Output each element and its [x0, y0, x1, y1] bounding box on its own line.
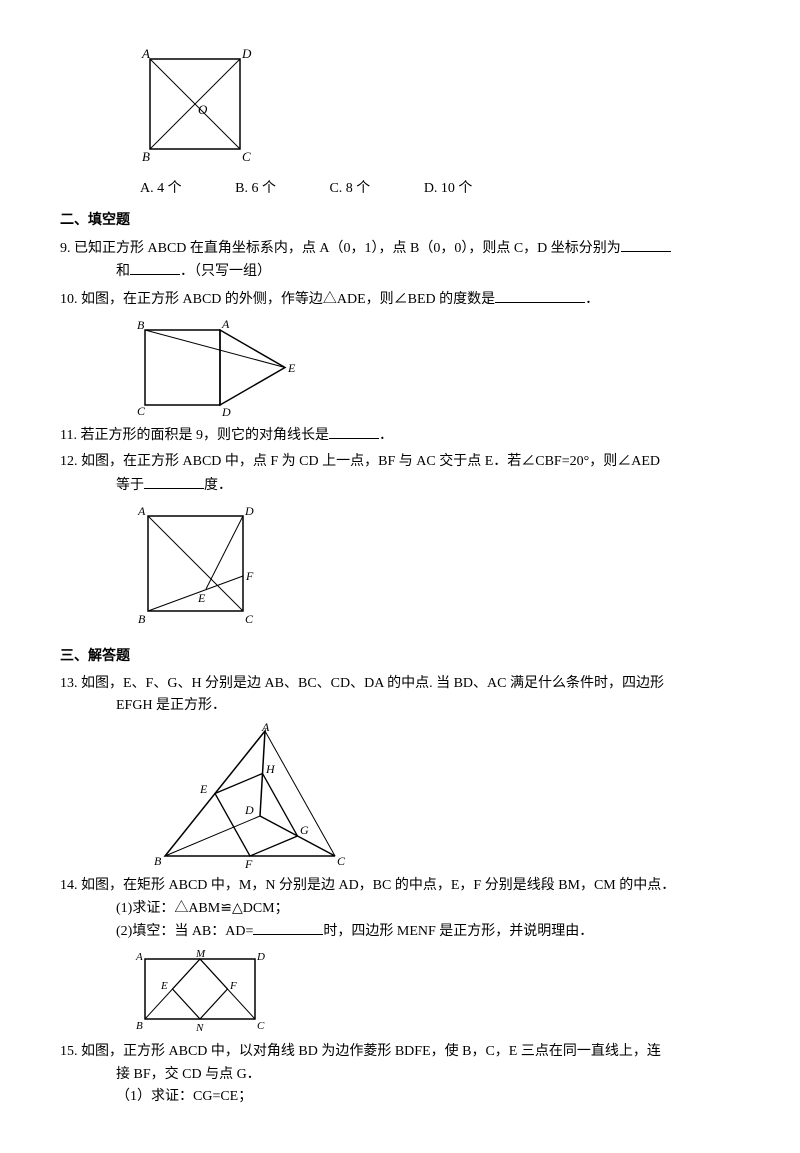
q11-text-b: ． [379, 428, 393, 443]
q15-text-c: （1）求证：CG=CE； [116, 1089, 252, 1104]
svg-text:E: E [160, 980, 168, 992]
q12-blank [144, 474, 204, 489]
q10-text-b: ． [585, 292, 599, 307]
svg-text:D: D [241, 46, 252, 61]
q14-text-c1: (2)填空：当 AB：AD= [116, 924, 253, 939]
svg-text:A: A [141, 46, 150, 61]
q14-text-b: (1)求证：△ABM≌△DCM； [116, 901, 289, 916]
q9: 9. 已知正方形 ABCD 在直角坐标系内，点 A（0，1），点 B（0，0），… [60, 237, 740, 284]
q13: 13. 如图，E、F、G、H 分别是边 AB、BC、CD、DA 的中点. 当 B… [60, 673, 740, 718]
svg-text:A: A [261, 721, 270, 734]
svg-text:B: B [137, 318, 145, 332]
svg-text:A: A [135, 951, 143, 963]
section2-title: 二、填空题 [60, 210, 740, 232]
svg-text:A: A [137, 504, 146, 518]
q8-opt-c: C. 8 个 [329, 178, 370, 200]
q12: 12. 如图，在正方形 ABCD 中，点 F 为 CD 上一点，BF 与 AC … [60, 451, 740, 497]
svg-text:O: O [198, 102, 208, 117]
q14: 14. 如图，在矩形 ABCD 中，M，N 分别是边 AD，BC 的中点，E，F… [60, 875, 740, 943]
svg-text:H: H [265, 762, 276, 776]
q12-text-a: 12. 如图，在正方形 ABCD 中，点 F 为 CD 上一点，BF 与 AC … [60, 454, 660, 469]
q13-text-b: EFGH 是正方形． [116, 698, 226, 713]
q11-text-a: 11. 若正方形的面积是 9，则它的对角线长是 [60, 428, 329, 443]
svg-text:B: B [154, 854, 162, 868]
svg-text:E: E [197, 591, 206, 605]
svg-text:C: C [337, 854, 346, 868]
svg-text:C: C [242, 149, 251, 164]
svg-text:N: N [195, 1022, 204, 1034]
q9-blank-1 [621, 237, 671, 252]
q15-text-b: 接 BF，交 CD 与点 G． [116, 1067, 261, 1082]
q9-text-c: ．（只写一组） [180, 264, 271, 279]
svg-text:G: G [300, 823, 309, 837]
q9-blank-2 [130, 260, 180, 275]
q9-text-b: 和 [116, 264, 130, 279]
q9-text-a: 9. 已知正方形 ABCD 在直角坐标系内，点 A（0，1），点 B（0，0），… [60, 241, 621, 256]
svg-text:B: B [142, 149, 150, 164]
svg-text:B: B [136, 1020, 143, 1032]
q15-text-a: 15. 如图，正方形 ABCD 中，以对角线 BD 为边作菱形 BDFE，使 B… [60, 1044, 661, 1059]
q10: 10. 如图，在正方形 ABCD 的外侧，作等边△ADE，则∠BED 的度数是 ． [60, 288, 740, 311]
q10-text-a: 10. 如图，在正方形 ABCD 的外侧，作等边△ADE，则∠BED 的度数是 [60, 292, 495, 307]
svg-text:F: F [244, 857, 253, 871]
svg-text:F: F [229, 980, 237, 992]
q12-text-b: 等于 [116, 478, 144, 493]
svg-text:D: D [221, 405, 231, 419]
q13-figure: A B C D E F G H [150, 721, 740, 871]
svg-text:M: M [195, 948, 206, 960]
q14-text-c2: 时，四边形 MENF 是正方形，并说明理由． [323, 924, 593, 939]
svg-text:C: C [257, 1020, 265, 1032]
q12-figure: A D B C F E [130, 501, 740, 636]
q14-blank [253, 920, 323, 935]
svg-text:C: C [137, 404, 146, 418]
q13-text-a: 13. 如图，E、F、G、H 分别是边 AB、BC、CD、DA 的中点. 当 B… [60, 676, 664, 691]
q10-figure: B A C D E [130, 315, 740, 420]
svg-text:E: E [287, 361, 296, 375]
q8-figure: A D B C O [130, 44, 740, 174]
q15: 15. 如图，正方形 ABCD 中，以对角线 BD 为边作菱形 BDFE，使 B… [60, 1041, 740, 1108]
svg-text:D: D [256, 951, 265, 963]
q8-opt-a: A. 4 个 [140, 178, 182, 200]
svg-text:D: D [244, 803, 254, 817]
svg-text:D: D [244, 504, 254, 518]
q14-text-a: 14. 如图，在矩形 ABCD 中，M，N 分别是边 AD，BC 的中点，E，F… [60, 878, 675, 893]
section3-title: 三、解答题 [60, 646, 740, 668]
svg-text:F: F [245, 569, 254, 583]
q10-blank [495, 288, 585, 303]
q8-options: A. 4 个 B. 6 个 C. 8 个 D. 10 个 [60, 178, 740, 200]
q8-opt-d: D. 10 个 [424, 178, 473, 200]
svg-text:E: E [199, 782, 208, 796]
svg-text:C: C [245, 612, 254, 626]
q11: 11. 若正方形的面积是 9，则它的对角线长是 ． [60, 424, 740, 447]
q8-opt-b: B. 6 个 [235, 178, 276, 200]
q14-figure: A D B C M N E F [130, 947, 740, 1037]
svg-text:B: B [138, 612, 146, 626]
q12-text-c: 度． [204, 478, 232, 493]
svg-text:A: A [221, 317, 230, 331]
q11-blank [329, 424, 379, 439]
